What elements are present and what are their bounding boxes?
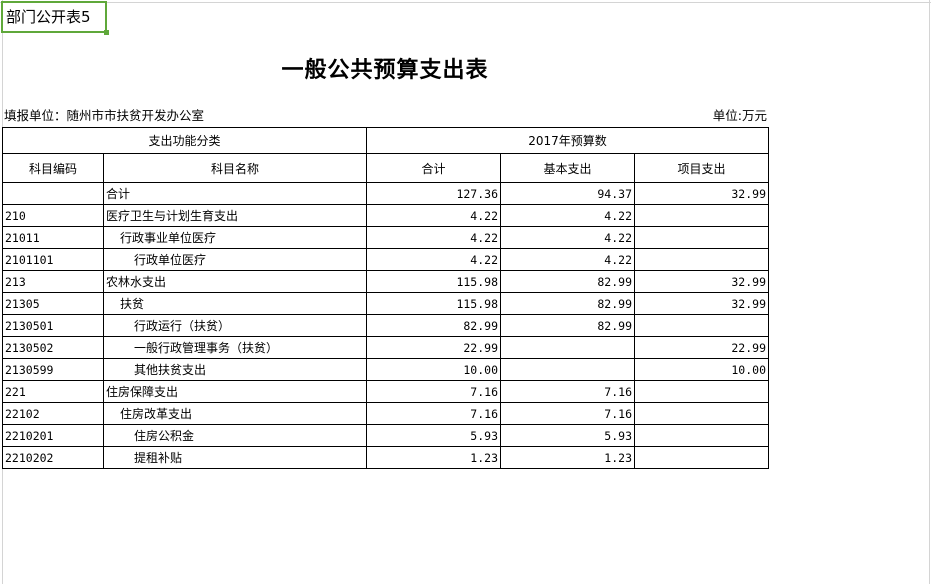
cell-total[interactable]: 115.98 [366, 270, 501, 293]
cell-project[interactable] [634, 226, 769, 249]
header-function-class: 支出功能分类 [2, 127, 367, 154]
cell-total[interactable]: 115.98 [366, 292, 501, 315]
table-row: 2101101 行政单位医疗 4.22 4.22 [2, 248, 769, 271]
cell-code[interactable]: 221 [2, 380, 104, 403]
cell-total[interactable]: 10.00 [366, 358, 501, 381]
cell-code[interactable]: 2130501 [2, 314, 104, 337]
sheet-gridline [929, 0, 930, 584]
cell-project[interactable] [634, 204, 769, 227]
cell-name[interactable]: 行政事业单位医疗 [103, 226, 367, 249]
table-row: 221 住房保障支出 7.16 7.16 [2, 380, 769, 403]
cell-project[interactable]: 22.99 [634, 336, 769, 359]
cell-total[interactable]: 4.22 [366, 204, 501, 227]
column-header: 基本支出 [500, 153, 635, 183]
cell-total[interactable]: 127.36 [366, 182, 501, 205]
cell-basic[interactable]: 1.23 [500, 446, 635, 469]
cell-code[interactable]: 2210201 [2, 424, 104, 447]
reporting-unit: 填报单位：随州市市扶贫开发办公室 [4, 108, 205, 123]
cell-total[interactable]: 1.23 [366, 446, 501, 469]
cell-project[interactable] [634, 446, 769, 469]
cell-code[interactable]: 213 [2, 270, 104, 293]
cell-basic[interactable]: 7.16 [500, 402, 635, 425]
document-title: 一般公共预算支出表 [281, 58, 489, 83]
table-row: 21011 行政事业单位医疗 4.22 4.22 [2, 226, 769, 249]
cell-project[interactable]: 10.00 [634, 358, 769, 381]
cell-total[interactable]: 22.99 [366, 336, 501, 359]
cell-total[interactable]: 7.16 [366, 380, 501, 403]
cell-code[interactable]: 2130599 [2, 358, 104, 381]
cell-total[interactable]: 5.93 [366, 424, 501, 447]
cell-name[interactable]: 医疗卫生与计划生育支出 [103, 204, 367, 227]
table-row: 21305 扶贫 115.98 82.99 32.99 [2, 292, 769, 315]
cell-code[interactable]: 22102 [2, 402, 104, 425]
table-row: 2210202 提租补贴 1.23 1.23 [2, 446, 769, 469]
cell-basic[interactable]: 82.99 [500, 270, 635, 293]
cell-name[interactable]: 住房改革支出 [103, 402, 367, 425]
cell-basic[interactable]: 4.22 [500, 226, 635, 249]
cell-project[interactable] [634, 248, 769, 271]
column-header: 科目编码 [2, 153, 104, 183]
cell-project[interactable]: 32.99 [634, 292, 769, 315]
cell-total[interactable]: 82.99 [366, 314, 501, 337]
cell-total[interactable]: 4.22 [366, 248, 501, 271]
cell-name[interactable]: 农林水支出 [103, 270, 367, 293]
cell-total[interactable]: 7.16 [366, 402, 501, 425]
column-header: 项目支出 [634, 153, 769, 183]
cell-code[interactable]: 2210202 [2, 446, 104, 469]
column-header: 科目名称 [103, 153, 367, 183]
cell-name[interactable]: 住房保障支出 [103, 380, 367, 403]
cell-basic[interactable] [500, 358, 635, 381]
table-row: 22102 住房改革支出 7.16 7.16 [2, 402, 769, 425]
cell-code[interactable]: 210 [2, 204, 104, 227]
cell-project[interactable]: 32.99 [634, 182, 769, 205]
table-row: 2130502 一般行政管理事务（扶贫） 22.99 22.99 [2, 336, 769, 359]
header-budget-year: 2017年预算数 [366, 127, 769, 154]
table-row: 2130599 其他扶贫支出 10.00 10.00 [2, 358, 769, 381]
currency-unit: 单位:万元 [712, 108, 767, 123]
cell-name[interactable]: 其他扶贫支出 [103, 358, 367, 381]
fill-handle[interactable] [104, 30, 109, 35]
cell-code[interactable]: 2130502 [2, 336, 104, 359]
cell-name[interactable]: 扶贫 [103, 292, 367, 315]
cell-project[interactable] [634, 402, 769, 425]
cell-basic[interactable]: 82.99 [500, 292, 635, 315]
cell-name[interactable]: 一般行政管理事务（扶贫） [103, 336, 367, 359]
cell-basic[interactable] [500, 336, 635, 359]
cell-name[interactable]: 合计 [103, 182, 367, 205]
budget-table: 支出功能分类 2017年预算数 科目编码 科目名称 合计 基本支出 项目支出 合… [2, 127, 769, 469]
cell-basic[interactable]: 5.93 [500, 424, 635, 447]
table-row: 2210201 住房公积金 5.93 5.93 [2, 424, 769, 447]
cell-code[interactable]: 21305 [2, 292, 104, 315]
cell-code[interactable]: 2101101 [2, 248, 104, 271]
cell-total[interactable]: 4.22 [366, 226, 501, 249]
cell-basic[interactable]: 94.37 [500, 182, 635, 205]
sheet-gridline [0, 2, 931, 3]
cell-project[interactable] [634, 424, 769, 447]
cell-basic[interactable]: 7.16 [500, 380, 635, 403]
cell-code[interactable] [2, 182, 104, 205]
cell-basic[interactable]: 82.99 [500, 314, 635, 337]
column-header: 合计 [366, 153, 501, 183]
cell-name[interactable]: 提租补贴 [103, 446, 367, 469]
cell-a1-text: 部门公开表5 [6, 8, 91, 26]
cell-code[interactable]: 21011 [2, 226, 104, 249]
table-row: 210 医疗卫生与计划生育支出 4.22 4.22 [2, 204, 769, 227]
table-row: 合计 127.36 94.37 32.99 [2, 182, 769, 205]
table-row: 213 农林水支出 115.98 82.99 32.99 [2, 270, 769, 293]
cell-basic[interactable]: 4.22 [500, 248, 635, 271]
cell-basic[interactable]: 4.22 [500, 204, 635, 227]
cell-name[interactable]: 行政单位医疗 [103, 248, 367, 271]
cell-name[interactable]: 住房公积金 [103, 424, 367, 447]
cell-project[interactable]: 32.99 [634, 270, 769, 293]
cell-project[interactable] [634, 314, 769, 337]
selected-cell-a1[interactable]: 部门公开表5 [1, 1, 109, 35]
table-row: 2130501 行政运行（扶贫） 82.99 82.99 [2, 314, 769, 337]
cell-name[interactable]: 行政运行（扶贫） [103, 314, 367, 337]
cell-project[interactable] [634, 380, 769, 403]
